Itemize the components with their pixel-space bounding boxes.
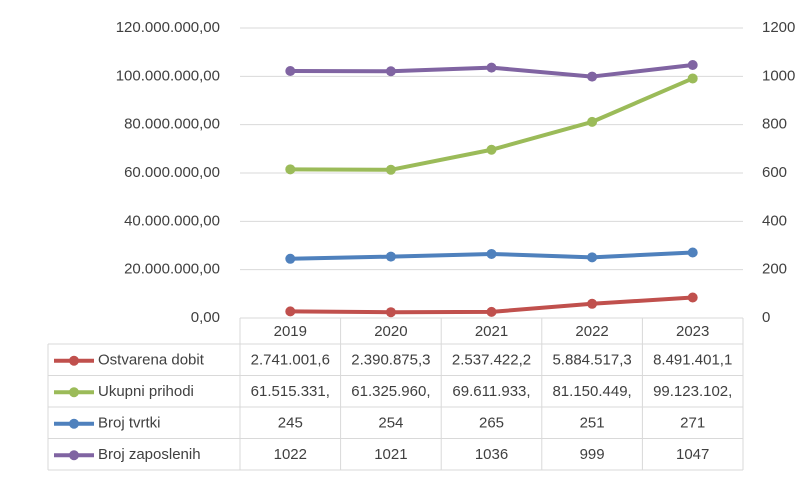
data-point [587, 298, 598, 309]
x-tick-label: 2019 [274, 323, 307, 340]
table-value: 999 [580, 446, 605, 463]
table-value: 99.123.102, [653, 383, 732, 400]
data-point [687, 292, 698, 303]
legend-label: Broj zaposlenih [98, 446, 201, 463]
table-value: 1047 [676, 446, 709, 463]
data-point [486, 248, 497, 259]
y-tick-label: 80.000.000,00 [124, 116, 220, 133]
x-tick-label: 2021 [475, 323, 508, 340]
table-value: 69.611.933, [452, 383, 530, 400]
data-point [285, 306, 296, 317]
data-point [587, 116, 598, 127]
data-point [587, 252, 598, 263]
table-value: 251 [580, 415, 605, 432]
table-value: 61.515.331, [251, 383, 330, 400]
legend-marker [69, 387, 79, 398]
data-point [587, 71, 598, 82]
y2-tick-label: 200 [762, 261, 787, 278]
table-value: 61.325.960, [351, 383, 430, 400]
table-value: 1036 [475, 446, 508, 463]
data-point [486, 62, 497, 73]
y-tick-label: 120.000.000,00 [116, 19, 220, 36]
y-tick-label: 100.000.000,00 [116, 67, 220, 84]
table-value: 1022 [274, 446, 307, 463]
table-value: 2.741.001,6 [251, 352, 330, 369]
y-tick-label: 0,00 [191, 309, 220, 326]
data-point [486, 306, 497, 317]
data-point [385, 307, 396, 318]
table-value: 81.150.449, [552, 383, 631, 400]
table-value: 5.884.517,3 [552, 352, 631, 369]
data-point [687, 73, 698, 84]
table-value: 2.390.875,3 [351, 352, 430, 369]
legend-label: Ostvarena dobit [98, 352, 205, 369]
y-tick-label: 20.000.000,00 [124, 261, 220, 278]
y2-tick-label: 600 [762, 164, 787, 181]
y-tick-label: 60.000.000,00 [124, 164, 220, 181]
data-point [285, 164, 296, 175]
table-value: 254 [378, 415, 403, 432]
data-point [285, 66, 296, 77]
legend-marker [69, 450, 79, 461]
data-point [385, 251, 396, 262]
table-value: 265 [479, 415, 504, 432]
table-value: 1021 [374, 446, 407, 463]
data-point [687, 247, 698, 258]
y2-tick-label: 1000 [762, 67, 795, 84]
y2-tick-label: 1200 [762, 19, 795, 36]
legend-label: Ukupni prihodi [98, 383, 194, 400]
data-point [285, 253, 296, 264]
data-point [385, 164, 396, 175]
legend-marker [69, 418, 79, 429]
x-tick-label: 2020 [374, 323, 407, 340]
data-point [486, 144, 497, 155]
table-value: 8.491.401,1 [653, 352, 732, 369]
legend-label: Broj tvrtki [98, 415, 161, 432]
x-tick-label: 2023 [676, 323, 709, 340]
table-value: 2.537.422,2 [452, 352, 531, 369]
table-value: 271 [680, 415, 705, 432]
y2-tick-label: 0 [762, 309, 770, 326]
y-tick-label: 40.000.000,00 [124, 212, 220, 229]
table-value: 245 [278, 415, 303, 432]
data-point [385, 66, 396, 77]
series-line [290, 76, 694, 172]
y2-tick-label: 800 [762, 116, 787, 133]
data-point [687, 59, 698, 70]
y2-tick-label: 400 [762, 212, 787, 229]
legend-marker [69, 355, 79, 366]
x-tick-label: 2022 [575, 323, 608, 340]
